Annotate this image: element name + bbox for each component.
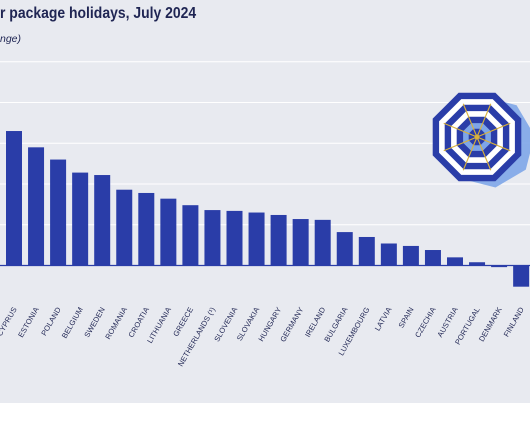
bar bbox=[447, 257, 463, 266]
umbrella-hub bbox=[474, 134, 480, 140]
umbrella-rib bbox=[476, 136, 492, 171]
umbrella-rib bbox=[462, 136, 478, 171]
x-tick-label: LATVIA bbox=[373, 306, 394, 333]
umbrella-rib bbox=[443, 136, 478, 152]
bar bbox=[72, 172, 89, 266]
x-tick-label: POLAND bbox=[39, 305, 63, 337]
bar bbox=[160, 198, 177, 266]
bar bbox=[424, 250, 441, 266]
x-tick-labels: CYPRUSESTONIAPOLANDBELGIUMSWEDENROMANIAC… bbox=[0, 305, 526, 368]
bar bbox=[336, 232, 353, 266]
bar bbox=[513, 265, 530, 287]
bar bbox=[469, 262, 486, 266]
bar bbox=[94, 175, 111, 266]
x-tick-label: CYPRUS bbox=[0, 306, 19, 338]
x-tick-label: CZECHIA bbox=[413, 306, 438, 340]
bar bbox=[6, 131, 22, 266]
umbrella-rib bbox=[476, 136, 511, 152]
bar-chart: CYPRUSESTONIAPOLANDBELGIUMSWEDENROMANIAC… bbox=[0, 61, 530, 368]
bar bbox=[292, 219, 309, 266]
bar bbox=[314, 219, 331, 266]
bar bbox=[358, 236, 375, 266]
bar bbox=[491, 265, 508, 268]
beach-umbrella-icon bbox=[432, 92, 530, 188]
bar bbox=[204, 210, 221, 266]
bar bbox=[50, 159, 67, 266]
x-tick-label: IRELAND bbox=[303, 305, 328, 339]
x-tick-label: SPAIN bbox=[397, 306, 416, 330]
chart-panel bbox=[0, 0, 530, 403]
x-tick-label: ROMANIA bbox=[103, 306, 129, 341]
chart-subtitle: nge) bbox=[0, 33, 22, 45]
bar bbox=[248, 212, 265, 266]
bar bbox=[116, 189, 133, 266]
bar bbox=[182, 205, 199, 266]
x-tick-label: FINLAND bbox=[502, 305, 526, 338]
umbrella-rib bbox=[443, 122, 478, 138]
bars bbox=[0, 131, 530, 287]
bar bbox=[270, 214, 287, 266]
bar bbox=[402, 245, 419, 266]
x-tick-label: CROATIA bbox=[126, 306, 151, 339]
x-tick-label: SWEDEN bbox=[82, 306, 107, 340]
x-tick-label: ESTONIA bbox=[16, 306, 41, 340]
x-tick-label: AUSTRIA bbox=[435, 306, 459, 339]
bar bbox=[380, 243, 397, 266]
bar bbox=[226, 210, 243, 266]
umbrella-rib bbox=[476, 103, 492, 138]
bar bbox=[138, 192, 155, 266]
umbrella-rib bbox=[462, 103, 478, 138]
umbrella-rib bbox=[476, 122, 511, 138]
chart-title: r package holidays, July 2024 bbox=[0, 5, 197, 22]
bar bbox=[28, 147, 45, 266]
x-tick-label: GREECE bbox=[171, 306, 195, 338]
x-tick-label: BELGIUM bbox=[60, 306, 85, 340]
